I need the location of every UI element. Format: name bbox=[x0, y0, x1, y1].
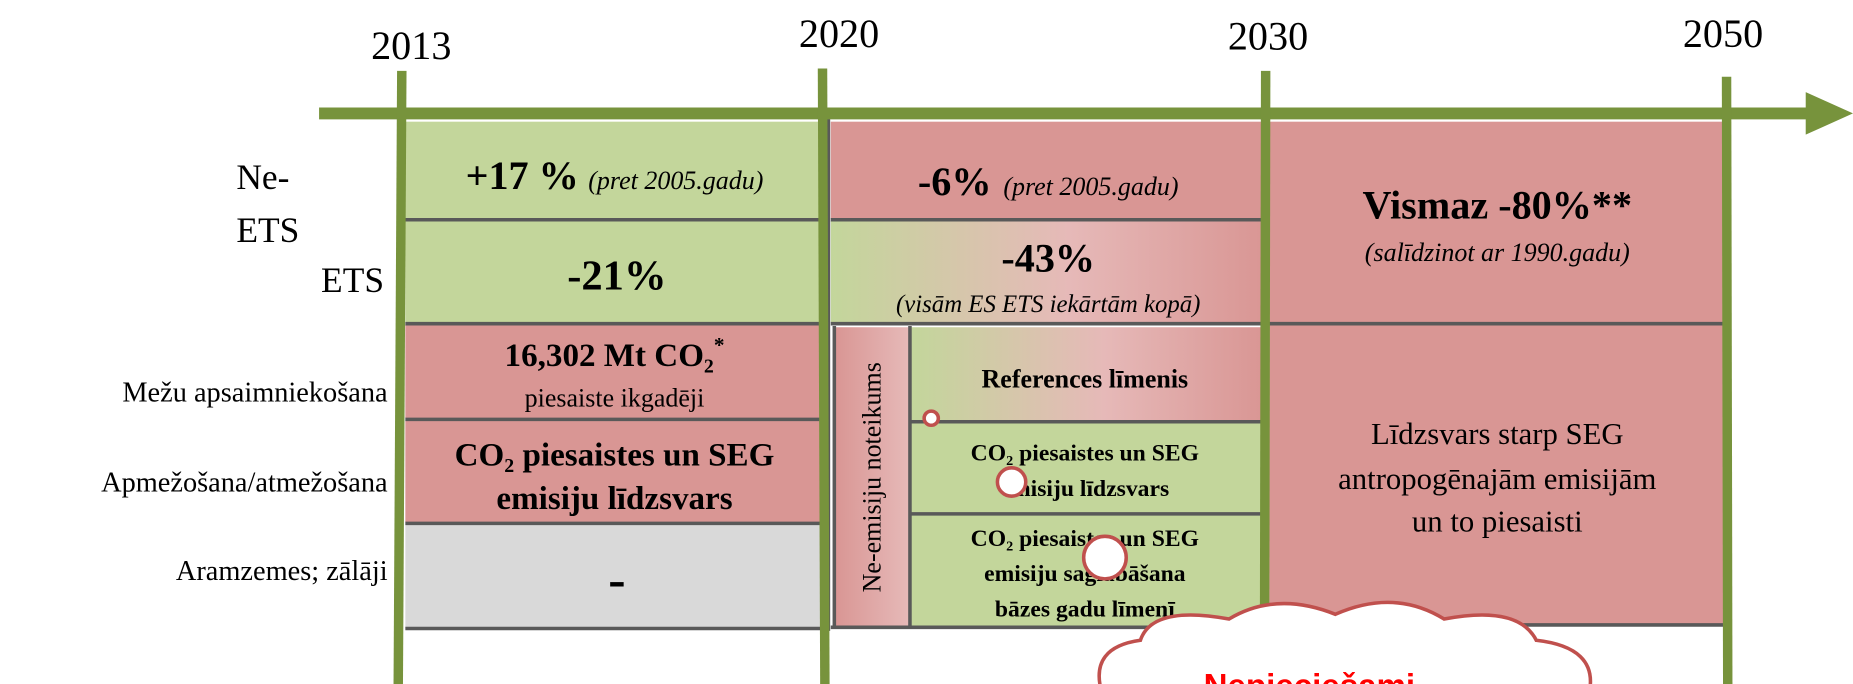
callout-text: Nepieciešami bbox=[1204, 668, 1416, 684]
cell-text: Līdzsvars starp SEG bbox=[1371, 417, 1624, 451]
year-label: 2020 bbox=[799, 11, 879, 56]
row-label: Mežu apsaimniekošana bbox=[122, 378, 388, 409]
year-line bbox=[817, 68, 830, 684]
rotated-label: Ne-emisiju noteikums bbox=[857, 362, 886, 592]
cell bbox=[405, 324, 824, 419]
callout-cloud bbox=[1097, 600, 1593, 684]
cell-value: 16,302 Mt CO₂ bbox=[505, 338, 714, 374]
year-line bbox=[1259, 70, 1271, 684]
row-label: Apmežošana/atmežošana bbox=[101, 467, 388, 498]
cell bbox=[911, 422, 1263, 513]
cell-value: -21% bbox=[567, 252, 666, 299]
cell-value: Vismaz -80%** bbox=[1363, 183, 1633, 228]
arrow-head bbox=[1805, 92, 1853, 135]
cell-note: (visām ES ETS iekārtām kopā) bbox=[896, 291, 1200, 318]
cell bbox=[830, 220, 1265, 323]
cell-text: bāzes gadu līmenī bbox=[995, 597, 1175, 623]
cell bbox=[911, 327, 1263, 421]
bubble bbox=[995, 466, 1028, 498]
cell-text: -6% (pret 2005.gadu) bbox=[918, 159, 1179, 204]
cell-text: emisiju līdzsvars bbox=[496, 481, 732, 517]
row-label: Aramzemes; zālāji bbox=[176, 556, 388, 587]
cell-value: +17 % bbox=[466, 153, 579, 198]
cell-value: -6% bbox=[918, 159, 992, 204]
cell-note: (pret 2005.gadu) bbox=[1003, 172, 1178, 201]
cell-text: CO₂ piesaistes un SEG bbox=[455, 437, 775, 473]
year-label: 2013 bbox=[371, 23, 451, 68]
cell-text: 16,302 Mt CO₂* bbox=[505, 333, 725, 374]
cell-note: (pret 2005.gadu) bbox=[588, 166, 763, 195]
cell bbox=[405, 420, 824, 523]
cell bbox=[830, 121, 1265, 219]
year-label: 2050 bbox=[1683, 11, 1763, 56]
cell-text: antropogēnajām emisijām bbox=[1338, 462, 1656, 496]
cell-text: References līmenis bbox=[982, 364, 1189, 393]
cell bbox=[405, 220, 824, 323]
cell-text: +17 % (pret 2005.gadu) bbox=[466, 153, 764, 198]
year-line bbox=[393, 70, 407, 684]
year-line bbox=[1721, 76, 1733, 684]
cell-value: -43% bbox=[1001, 236, 1095, 281]
cell-text: CO₂ piesaistes un SEG bbox=[971, 441, 1199, 467]
cell bbox=[405, 524, 824, 629]
footnote-mark: * bbox=[714, 333, 725, 357]
cell bbox=[1269, 121, 1726, 323]
row-label: ETS bbox=[321, 260, 384, 300]
cell-note: (salīdzinot ar 1990.gadu) bbox=[1365, 238, 1630, 267]
cell-text: un to piesaisti bbox=[1412, 505, 1583, 539]
cell bbox=[835, 327, 909, 627]
bubble bbox=[922, 409, 941, 428]
bubble bbox=[1081, 534, 1128, 581]
row-label: ETS bbox=[236, 210, 299, 250]
row-label: Ne- bbox=[236, 157, 289, 197]
cell bbox=[1269, 324, 1726, 624]
cell bbox=[405, 121, 824, 219]
cell-text: emisiju līdzsvars bbox=[1001, 476, 1170, 502]
year-label: 2030 bbox=[1228, 14, 1308, 59]
cell-note: piesaiste ikgadēji bbox=[525, 383, 705, 412]
cell-value: - bbox=[608, 552, 625, 609]
